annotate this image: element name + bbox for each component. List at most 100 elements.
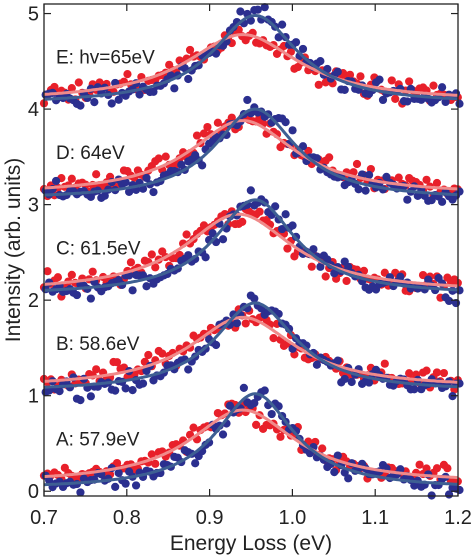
red-data-point — [415, 460, 424, 469]
blue-data-point — [274, 33, 283, 42]
blue-data-point — [111, 386, 120, 395]
x-axis-tick-labels: 0.7 0.8 0.9 1.0 1.1 1.2 — [30, 507, 472, 529]
red-data-point — [342, 276, 351, 286]
blue-data-point — [128, 286, 137, 295]
blue-data-point — [243, 95, 252, 105]
blue-data-point — [170, 84, 179, 93]
panel-label: C: 61.5eV — [56, 239, 141, 260]
red-data-point — [387, 76, 396, 85]
y-tick-label: 4 — [28, 99, 39, 121]
red-data-point — [161, 152, 170, 161]
x-tick-label: 0.9 — [196, 507, 224, 529]
red-data-point — [422, 175, 431, 184]
blue-fit-curve — [43, 198, 459, 292]
blue-data-point — [309, 245, 318, 254]
blue-data-point — [361, 186, 370, 195]
blue-data-point — [149, 187, 158, 197]
blue-data-point — [184, 251, 193, 260]
blue-data-point — [364, 378, 374, 387]
blue-data-point — [260, 386, 269, 395]
x-tick-label: 1.2 — [444, 507, 472, 529]
blue-data-point — [271, 202, 280, 211]
red-data-point — [443, 464, 452, 473]
blue-data-point — [330, 269, 339, 278]
red-data-point — [439, 368, 449, 378]
blue-data-point — [444, 296, 454, 306]
blue-fit-curve — [43, 14, 459, 101]
blue-data-point — [225, 401, 235, 410]
blue-data-point — [86, 392, 95, 401]
blue-data-point — [354, 185, 363, 194]
blue-data-point — [253, 5, 262, 14]
blue-data-point — [121, 479, 130, 488]
red-data-point — [432, 464, 442, 473]
blue-data-point — [218, 430, 228, 439]
blue-data-point — [323, 64, 332, 74]
blue-data-point — [278, 20, 287, 29]
blue-data-point — [424, 275, 433, 284]
red-data-point — [314, 80, 323, 89]
blue-data-point — [378, 95, 388, 105]
red-data-point — [53, 273, 63, 282]
blue-data-point — [340, 374, 349, 384]
blue-data-point — [455, 485, 464, 495]
red-data-point — [227, 113, 236, 122]
red-data-point — [356, 72, 365, 81]
red-data-point — [151, 263, 160, 272]
x-axis-title: Energy Loss (eV) — [170, 532, 332, 555]
spectrum-panel — [39, 95, 464, 206]
blue-data-point — [281, 210, 290, 219]
blue-data-point — [281, 118, 290, 127]
red-data-point — [74, 78, 83, 87]
red-data-point — [241, 319, 250, 328]
blue-data-point — [438, 83, 447, 92]
red-data-point — [422, 366, 431, 375]
y-axis-title: Intensity (arb. units) — [2, 158, 25, 342]
red-data-point — [92, 170, 101, 179]
blue-data-point — [288, 126, 297, 135]
red-data-point — [189, 423, 198, 432]
blue-data-point — [396, 465, 405, 474]
red-data-point — [67, 174, 76, 183]
red-fit-curve — [43, 408, 459, 480]
blue-data-point — [135, 90, 144, 99]
y-axis-ticks — [44, 12, 458, 492]
y-tick-label: 2 — [28, 290, 39, 312]
blue-data-point — [347, 377, 356, 387]
panel-label: D: 64eV — [56, 143, 125, 164]
blue-data-point — [455, 99, 464, 108]
red-data-point — [304, 146, 313, 156]
red-fit-curve — [43, 33, 459, 97]
blue-data-point — [298, 142, 308, 151]
x-tick-label: 0.7 — [30, 507, 58, 529]
red-data-point — [345, 70, 355, 79]
blue-data-point — [86, 294, 95, 303]
y-tick-label: 0 — [28, 481, 39, 503]
blue-data-point — [403, 97, 412, 106]
blue-data-point — [260, 3, 269, 12]
panel-label: B: 58.6eV — [56, 334, 140, 355]
x-axis-ticks — [43, 4, 459, 496]
blue-data-point — [316, 57, 325, 66]
blue-data-point — [239, 383, 248, 392]
blue-data-point — [364, 170, 374, 180]
y-tick-label: 1 — [28, 386, 39, 408]
blue-data-point — [291, 38, 301, 47]
red-data-point — [112, 358, 122, 367]
red-data-point — [321, 272, 330, 281]
blue-data-point — [142, 282, 151, 291]
blue-data-point — [410, 385, 419, 394]
y-tick-label: 3 — [28, 195, 39, 217]
blue-data-point — [121, 178, 130, 187]
blue-data-point — [198, 161, 207, 170]
blue-data-point — [184, 365, 193, 374]
red-fit-curve — [43, 212, 459, 288]
blue-data-point — [111, 482, 120, 491]
red-data-point — [213, 118, 222, 127]
blue-data-point — [413, 191, 422, 200]
red-data-point — [432, 178, 442, 188]
panel-label: A: 57.9eV — [56, 430, 140, 451]
blue-data-point — [288, 221, 297, 230]
red-data-point — [325, 153, 334, 162]
x-tick-label: 1.0 — [278, 507, 306, 529]
